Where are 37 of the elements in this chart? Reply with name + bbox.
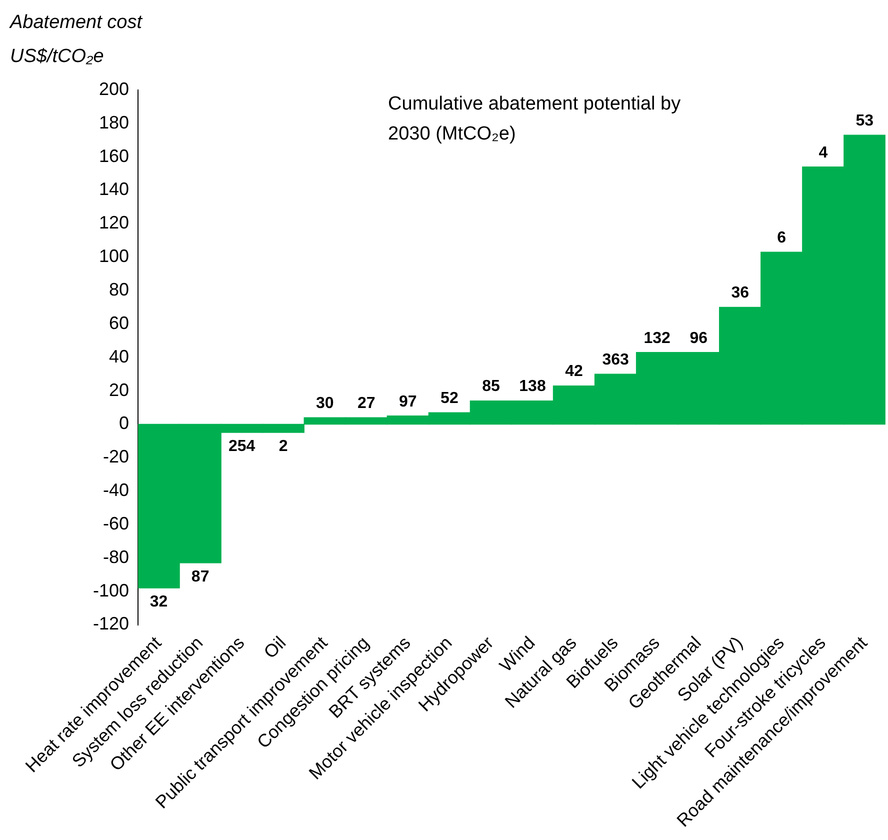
annotation: 96 (690, 330, 708, 347)
y-tick-label: 40 (108, 346, 130, 366)
annotation: 87 (191, 568, 210, 586)
annotation: 97 (399, 393, 417, 410)
annotation: 85 (482, 378, 500, 396)
y-tick-label: 120 (98, 212, 130, 233)
annotation: 52 (440, 390, 458, 407)
y-tick-label: 100 (98, 246, 130, 266)
annotation: 4 (818, 144, 828, 162)
y-tick-label: -120 (92, 614, 130, 634)
y-tick-label: 140 (98, 179, 130, 200)
annotation: 132 (644, 330, 671, 347)
annotation: Cumulative abatement potential by 2030 (MtCO₂e) (388, 94, 682, 145)
annotation: 254 (228, 438, 256, 455)
y-tick-label: -60 (103, 513, 130, 534)
annotation: 53 (856, 112, 874, 130)
y-tick-label: 180 (98, 112, 130, 132)
annotation: 36 (731, 284, 750, 302)
annotation: 6 (777, 230, 786, 247)
annotation: 138 (519, 378, 546, 396)
y-tick-label: 0 (119, 413, 130, 434)
annotation: 42 (565, 363, 584, 380)
y-tick-label: 80 (108, 280, 130, 300)
annotation: 30 (316, 394, 334, 412)
y-tick-label: 60 (108, 312, 130, 333)
y-axis-title: Abatement cost US$/tCO₂e (10, 11, 144, 69)
y-tick-label: 200 (98, 78, 130, 99)
y-tick-label: -20 (103, 446, 130, 467)
y-tick-label: -40 (103, 480, 130, 500)
y-tick-label: -100 (92, 580, 130, 600)
annotation: 32 (150, 593, 168, 610)
y-tick-label: 160 (98, 146, 130, 166)
annotation: 363 (602, 352, 629, 369)
annotation: 2 (278, 438, 288, 455)
annotation: 27 (358, 394, 376, 412)
y-tick-label: -80 (103, 546, 130, 567)
y-tick-label: 20 (108, 380, 130, 400)
